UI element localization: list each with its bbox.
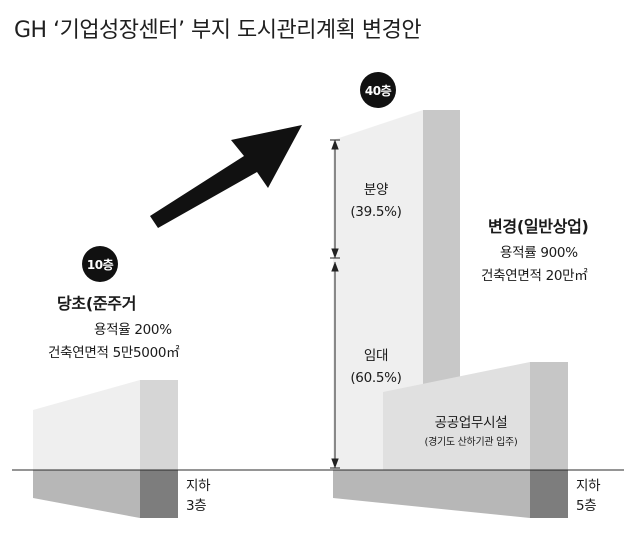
current-building-side [140,380,178,470]
lease-percent: (60.5%) [350,370,402,386]
proposed-basement-side [530,470,568,518]
proposed-basement-label-2: 5층 [576,498,597,514]
growth-arrow [150,125,302,228]
tower-front [333,110,423,470]
current-basement-label-2: 3층 [186,498,207,514]
current-heading: 당초(준주거 [57,294,137,313]
sale-label: 분양 [363,182,389,198]
podium-front [383,362,530,470]
podium-side [530,362,568,470]
current-basement-label-1: 지하 [186,478,211,494]
current-building-front [33,380,140,470]
dimension-lines [330,139,340,469]
proposed-far: 용적률 900% [500,245,578,261]
proposed-floors-badge: 40층 [360,72,396,108]
page-title: GH ‘기업성장센터’ 부지 도시관리계획 변경안 [14,18,422,43]
proposed-floor-area: 건축연면적 20만㎡ [481,268,588,284]
proposed-basement-front [333,470,530,518]
lease-label: 임대 [363,348,389,364]
podium-sublabel: (경기도 산하기관 입주) [424,437,518,448]
sale-percent: (39.5%) [350,204,402,220]
proposed-basement-label-1: 지하 [576,478,601,494]
current-far: 용적율 200% [94,322,172,338]
current-basement-side [140,470,178,518]
current-basement-front [33,470,140,518]
podium-label: 공공업무시설 [434,415,508,431]
current-floors-badge: 10층 [82,246,118,282]
proposed-heading: 변경(일반상업) [488,217,589,236]
current-floor-area: 건축연면적 5만5000㎡ [48,345,180,361]
